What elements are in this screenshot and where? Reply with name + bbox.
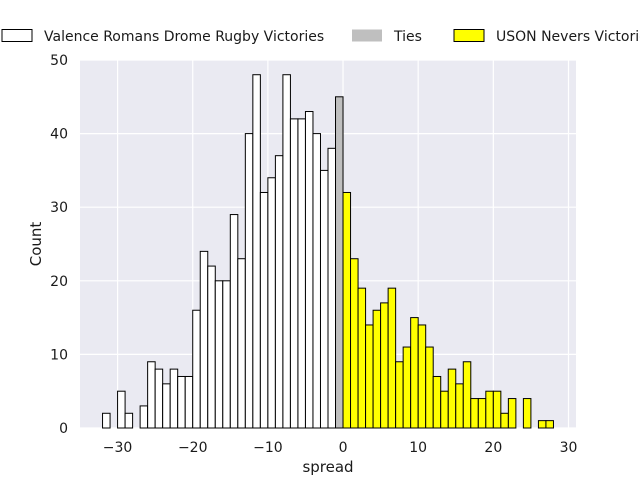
histogram-bar-series-0 bbox=[192, 309, 201, 429]
x-axis-label: spread bbox=[302, 458, 353, 476]
histogram-bar-series-0 bbox=[304, 111, 314, 429]
x-tick-label: 0 bbox=[339, 440, 348, 456]
x-tick-label: −30 bbox=[103, 440, 133, 456]
histogram-bar-series-2 bbox=[417, 324, 427, 429]
histogram-bar-series-0 bbox=[147, 361, 156, 429]
histogram-bar-series-0 bbox=[139, 405, 149, 429]
legend-label-valence-victories: Valence Romans Drome Rugby Victories bbox=[44, 29, 324, 45]
x-tick-label: −10 bbox=[253, 440, 283, 456]
histogram-bar-series-0 bbox=[162, 383, 171, 429]
histogram-bar-series-0 bbox=[222, 280, 231, 429]
histogram-bar-series-2 bbox=[380, 302, 389, 429]
histogram-bar-series-0 bbox=[267, 177, 276, 429]
legend-swatch-ties bbox=[352, 29, 382, 42]
histogram-bar-series-2 bbox=[477, 398, 487, 429]
y-tick-label: 0 bbox=[59, 421, 68, 437]
histogram-bar-series-0 bbox=[327, 147, 337, 429]
legend-label-nevers-victories: USON Nevers Victories bbox=[496, 29, 640, 45]
histogram-bar-series-2 bbox=[447, 368, 457, 429]
histogram-bar-series-0 bbox=[177, 375, 186, 429]
legend-label-ties: Ties bbox=[393, 29, 422, 45]
histogram-bar-series-2 bbox=[462, 361, 472, 429]
histogram-bar-series-0 bbox=[244, 133, 254, 429]
y-tick-label: 20 bbox=[50, 274, 68, 290]
histogram-bar-series-0 bbox=[154, 368, 164, 429]
histogram-bar-series-0 bbox=[312, 133, 321, 429]
histogram-bar-series-2 bbox=[365, 324, 374, 429]
histogram-bar-series-2 bbox=[455, 383, 464, 429]
histogram-bar-series-0 bbox=[259, 191, 269, 429]
histogram-bar-series-2 bbox=[492, 390, 502, 429]
y-tick-labels: 0 10 20 30 40 50 bbox=[50, 53, 68, 437]
y-axis-label: Count bbox=[27, 222, 45, 267]
histogram-bar-series-0 bbox=[117, 390, 126, 429]
histogram-bar-series-2 bbox=[410, 317, 419, 429]
histogram-bar-series-0 bbox=[207, 265, 216, 429]
histogram-bar-series-0 bbox=[199, 250, 209, 429]
histogram-bar-series-2 bbox=[537, 420, 547, 429]
histogram-bar-series-0 bbox=[169, 368, 179, 429]
histogram-bar-series-2 bbox=[402, 346, 412, 429]
legend-swatch-nevers-victories bbox=[453, 29, 485, 42]
histogram-bar-series-0 bbox=[214, 280, 224, 429]
histogram-bar-series-0 bbox=[102, 412, 111, 429]
histogram-bar-series-1 bbox=[335, 96, 344, 429]
histogram-bar-series-2 bbox=[372, 309, 382, 429]
histogram-bar-series-0 bbox=[289, 118, 299, 429]
histogram-bar-series-0 bbox=[297, 118, 306, 429]
x-tick-label: 10 bbox=[409, 440, 427, 456]
histogram-bar-series-2 bbox=[357, 287, 367, 429]
histogram-bar-series-0 bbox=[274, 155, 284, 429]
histogram-bar-series-2 bbox=[432, 375, 442, 429]
histogram-bar-series-2 bbox=[522, 398, 532, 429]
histogram-bar-series-2 bbox=[485, 390, 494, 429]
histogram-bar-series-2 bbox=[395, 361, 404, 429]
histogram-bar-series-2 bbox=[440, 390, 449, 429]
histogram-bar-series-0 bbox=[319, 169, 329, 429]
histogram-bar-series-2 bbox=[470, 398, 479, 429]
histogram-bar-series-2 bbox=[545, 420, 554, 429]
histogram-bar-series-2 bbox=[387, 287, 397, 429]
y-tick-label: 40 bbox=[50, 127, 68, 143]
histogram-bar-series-2 bbox=[500, 412, 509, 429]
histogram-bar-series-0 bbox=[124, 412, 134, 429]
x-tick-label: 30 bbox=[560, 440, 578, 456]
y-tick-label: 50 bbox=[50, 53, 68, 69]
histogram-bar-series-2 bbox=[425, 346, 434, 429]
x-tick-label: −20 bbox=[178, 440, 208, 456]
histogram-bar-series-2 bbox=[342, 191, 352, 429]
x-tick-labels: −30 −20 −10 0 10 20 30 bbox=[103, 440, 578, 456]
histogram-bar-series-0 bbox=[252, 74, 261, 429]
y-tick-label: 10 bbox=[50, 347, 68, 363]
histogram-bar-series-0 bbox=[229, 214, 239, 429]
y-tick-label: 30 bbox=[50, 200, 68, 216]
histogram-bar-series-0 bbox=[282, 74, 291, 429]
histogram-bar-series-0 bbox=[237, 258, 246, 429]
x-tick-label: 20 bbox=[484, 440, 502, 456]
histogram-bar-series-2 bbox=[350, 258, 359, 429]
legend-swatch-valence-victories bbox=[1, 29, 33, 42]
histogram-bars bbox=[102, 74, 554, 429]
histogram-bar-series-0 bbox=[184, 375, 194, 429]
legend: Valence Romans Drome Rugby Victories Tie… bbox=[1, 29, 640, 45]
histogram-bar-series-2 bbox=[507, 398, 517, 429]
